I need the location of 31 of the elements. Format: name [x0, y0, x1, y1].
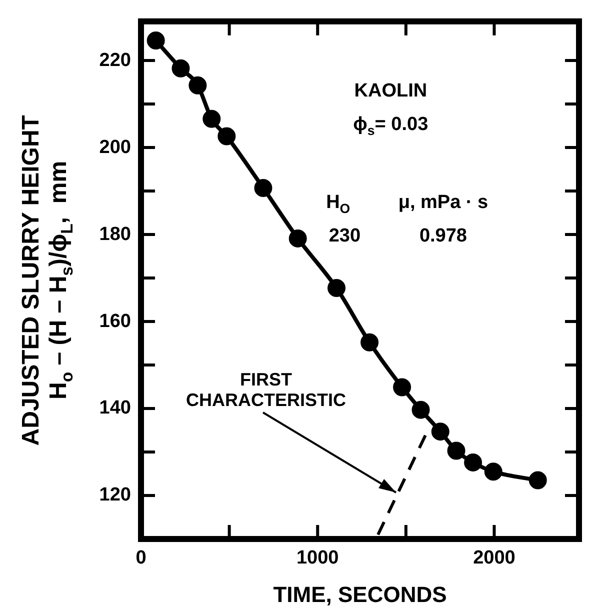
- point: [447, 442, 466, 460]
- point: [393, 378, 412, 396]
- point: [288, 229, 307, 248]
- point: [202, 110, 221, 128]
- y-tick-label: 200: [99, 136, 131, 158]
- point: [528, 471, 547, 490]
- y-tick-label: 120: [99, 484, 131, 506]
- point: [484, 462, 502, 481]
- x-tick-label: 1000: [296, 548, 339, 569]
- point: [464, 453, 482, 472]
- annotation: FIRST CHARACTERISTIC: [186, 369, 346, 410]
- x-axis-title: TIME, SECONDS: [273, 582, 447, 607]
- point: [172, 59, 190, 78]
- y-tick-label: 180: [99, 224, 131, 245]
- point: [254, 178, 272, 197]
- annotation: 0.978: [419, 225, 467, 246]
- x-tick-label: 0: [136, 548, 146, 569]
- point: [188, 76, 207, 94]
- point: [360, 333, 379, 352]
- annotation: μ, mPa · s: [398, 192, 488, 213]
- y-tick-label: 160: [99, 310, 131, 332]
- annotation: 230: [328, 225, 361, 246]
- point: [328, 279, 346, 298]
- point: [412, 400, 430, 419]
- y-tick-label: 140: [99, 398, 131, 419]
- point: [218, 127, 236, 146]
- y-tick-label: 220: [99, 50, 131, 71]
- x-tick-label: 2000: [473, 548, 516, 569]
- point: [431, 422, 450, 441]
- point: [146, 32, 165, 50]
- annotation: KAOLIN: [354, 80, 428, 102]
